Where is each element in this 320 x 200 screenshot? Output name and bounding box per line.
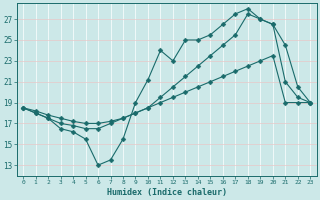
X-axis label: Humidex (Indice chaleur): Humidex (Indice chaleur) (107, 188, 227, 197)
